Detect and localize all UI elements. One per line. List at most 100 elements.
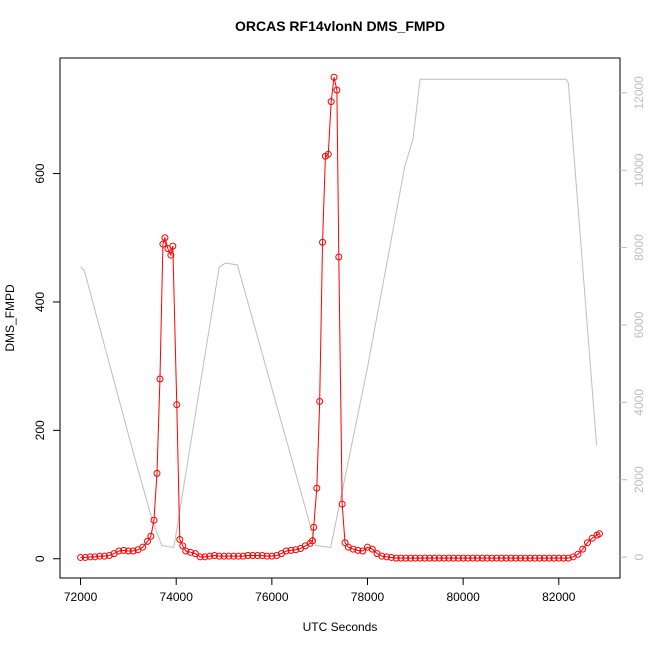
data-point — [383, 553, 391, 561]
data-point — [583, 539, 591, 547]
data-point — [254, 552, 262, 560]
data-point — [368, 545, 376, 553]
data-point — [191, 550, 199, 558]
data-point — [268, 552, 276, 560]
data-point — [469, 554, 477, 562]
data-point — [517, 554, 525, 562]
data-point — [187, 548, 195, 556]
y2-tick-label: 6000 — [632, 311, 646, 338]
data-point — [335, 253, 343, 261]
y2-tick-label: 12000 — [632, 76, 646, 110]
data-point — [402, 554, 410, 562]
data-point — [167, 251, 175, 259]
data-point — [574, 550, 582, 558]
data-point — [497, 554, 505, 562]
x-tick-label: 78000 — [351, 590, 385, 604]
data-point — [555, 554, 563, 562]
data-point — [526, 554, 534, 562]
x-tick-label: 72000 — [64, 590, 98, 604]
data-point — [282, 547, 290, 555]
data-point — [156, 375, 164, 383]
data-point — [310, 523, 318, 531]
data-point — [319, 238, 327, 246]
data-point — [239, 552, 247, 560]
data-point — [292, 546, 300, 554]
data-point — [411, 554, 419, 562]
data-point — [173, 401, 181, 409]
data-point — [182, 547, 190, 555]
data-point — [220, 552, 228, 560]
data-point — [392, 554, 400, 562]
data-point — [139, 543, 147, 551]
data-point — [327, 98, 335, 106]
data-point — [426, 554, 434, 562]
data-point — [416, 554, 424, 562]
data-point — [502, 554, 510, 562]
data-point — [225, 552, 233, 560]
data-point — [545, 554, 553, 562]
data-point — [91, 553, 99, 561]
series-line — [80, 78, 598, 549]
data-point — [407, 554, 415, 562]
data-point — [147, 532, 155, 540]
data-point — [540, 554, 548, 562]
data-point — [421, 554, 429, 562]
y-tick-label: 400 — [33, 292, 47, 312]
data-point — [354, 546, 362, 554]
data-point — [579, 545, 587, 553]
data-point — [333, 86, 341, 94]
data-point — [273, 552, 281, 560]
data-point — [313, 484, 321, 492]
data-point — [263, 552, 271, 560]
data-point — [459, 554, 467, 562]
data-point — [378, 552, 386, 560]
data-point — [363, 543, 371, 551]
data-point — [159, 240, 167, 248]
data-point — [234, 552, 242, 560]
data-point — [144, 537, 152, 545]
data-point — [430, 554, 438, 562]
data-point — [564, 554, 572, 562]
data-point — [560, 554, 568, 562]
data-point — [341, 539, 349, 547]
data-point — [179, 542, 187, 550]
data-point — [287, 546, 295, 554]
data-point — [478, 554, 486, 562]
y2-tick-label: 8000 — [632, 234, 646, 261]
data-point — [521, 554, 529, 562]
data-point — [161, 234, 169, 242]
data-point — [115, 547, 123, 555]
y2-tick-label: 0 — [632, 553, 646, 560]
data-point — [397, 554, 405, 562]
data-point — [96, 552, 104, 560]
plot-box — [59, 57, 621, 579]
data-point — [349, 545, 357, 553]
y2-tick-label: 2000 — [632, 466, 646, 493]
data-point — [244, 552, 252, 560]
data-point — [330, 73, 338, 81]
data-point — [440, 554, 448, 562]
data-point — [435, 554, 443, 562]
data-point — [338, 500, 346, 508]
y-tick-label: 0 — [33, 555, 47, 562]
data-point — [387, 553, 395, 561]
chart-title: ORCAS RF14vlonN DMS_FMPD — [235, 18, 445, 34]
data-point — [77, 553, 85, 561]
data-point — [309, 537, 317, 545]
data-point — [324, 150, 332, 158]
data-point — [531, 554, 539, 562]
data-point — [344, 543, 352, 551]
data-point — [176, 535, 184, 543]
y-axis-label: DMS_FMPD — [3, 284, 17, 352]
data-point — [215, 552, 223, 560]
data-point — [473, 554, 481, 562]
data-point — [488, 554, 496, 562]
y-tick-label: 200 — [33, 420, 47, 440]
data-point — [153, 469, 161, 477]
x-axis-label: UTC Seconds — [303, 620, 378, 634]
x-tick-label: 80000 — [446, 590, 480, 604]
data-point — [454, 554, 462, 562]
data-point — [249, 552, 257, 560]
y2-tick-label: 4000 — [632, 389, 646, 416]
